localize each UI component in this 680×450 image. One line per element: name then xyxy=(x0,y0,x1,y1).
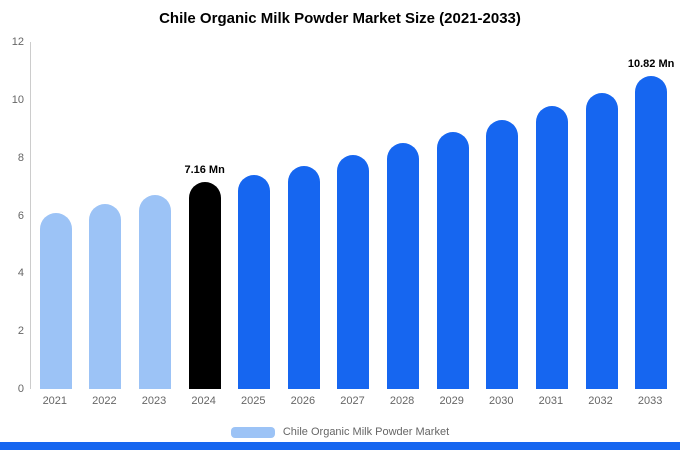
x-axis-tick-labels: 2021 2022 2023 2024 2025 2026 2027 2028 2029 2030… xyxy=(30,395,675,407)
bar-column xyxy=(130,42,180,389)
bar-column xyxy=(229,42,279,389)
bar-2028 xyxy=(387,143,420,389)
x-axis-label-2033: 2033 xyxy=(637,395,663,407)
y-axis-label-4: 4 xyxy=(17,267,24,279)
x-axis-label-2028: 2028 xyxy=(389,395,415,407)
bar-column xyxy=(477,42,527,389)
bar-column xyxy=(527,42,577,389)
y-axis-label-2: 2 xyxy=(17,325,24,337)
x-axis-label-2024: 2024 xyxy=(191,395,216,407)
x-axis-label-2025: 2025 xyxy=(241,395,266,407)
bar-column xyxy=(329,42,379,389)
legend: Chile Organic Milk Powder Market xyxy=(0,426,680,438)
bar-2026 xyxy=(287,166,320,389)
x-axis-label-2029: 2029 xyxy=(439,395,464,407)
x-axis-label-2021: 2021 xyxy=(42,395,68,407)
bar-2022 xyxy=(89,204,122,389)
x-axis-label-2031: 2031 xyxy=(538,395,564,407)
x-axis-label-2026: 2026 xyxy=(290,395,316,407)
bar-2027 xyxy=(337,155,370,389)
x-axis-label-2027: 2027 xyxy=(340,395,365,407)
bar-2025 xyxy=(238,175,271,389)
bar-2024 xyxy=(188,182,221,389)
y-axis-label-0: 0 xyxy=(17,383,24,395)
bar-2029 xyxy=(436,132,469,389)
bar-column xyxy=(31,42,81,389)
bar-column xyxy=(81,42,131,389)
bar-column xyxy=(378,42,428,389)
y-axis-label-10: 10 xyxy=(11,94,24,106)
bar-2030 xyxy=(486,120,519,389)
bar-2033 xyxy=(635,76,668,389)
bar-2032 xyxy=(585,93,618,389)
x-axis-label-2022: 2022 xyxy=(92,395,117,407)
bar-value-label: 7.16 Mn xyxy=(184,164,225,176)
bar-column xyxy=(279,42,329,389)
bar-column: 10.82 Mn xyxy=(626,42,676,389)
x-axis-label-2023: 2023 xyxy=(141,395,167,407)
plot-area: 7.16 Mn 10.82 Mn xyxy=(30,42,676,389)
x-axis-label-2032: 2032 xyxy=(588,395,613,407)
bar-2021 xyxy=(39,213,72,389)
legend-label: Chile Organic Milk Powder Market xyxy=(282,426,450,438)
bar-column: 7.16 Mn xyxy=(180,42,230,389)
bar-column xyxy=(577,42,627,389)
y-axis-label-6: 6 xyxy=(17,210,24,222)
bar-column xyxy=(428,42,478,389)
x-axis-label-2030: 2030 xyxy=(489,395,514,407)
bottom-accent-strip xyxy=(0,442,680,450)
bar-2023 xyxy=(139,195,172,389)
bar-value-label: 10.82 Mn xyxy=(627,58,675,70)
bar-2031 xyxy=(535,106,568,389)
chart-title: Chile Organic Milk Powder Market Size (2… xyxy=(159,10,521,27)
y-axis-label-8: 8 xyxy=(17,152,24,164)
legend-swatch xyxy=(230,426,275,438)
y-axis-label-12: 12 xyxy=(11,36,24,48)
